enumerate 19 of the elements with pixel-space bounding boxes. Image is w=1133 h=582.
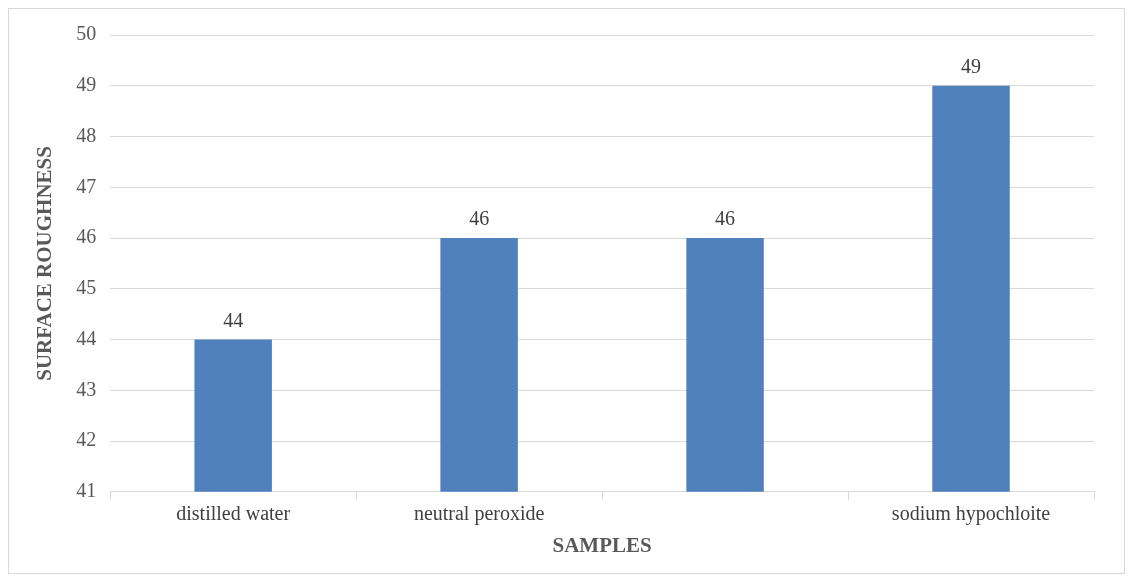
data-label: 46: [469, 207, 490, 230]
y-tick-label: 44: [76, 326, 97, 349]
data-label: 46: [715, 207, 736, 230]
data-label: 49: [961, 55, 982, 78]
y-tick-label: 48: [76, 123, 97, 146]
data-label: 44: [223, 308, 244, 331]
y-tick-label: 47: [76, 174, 97, 197]
y-tick-label: 49: [76, 73, 97, 96]
y-tick-label: 46: [76, 225, 97, 248]
y-axis-title: SURFACE ROUGHNESS: [32, 146, 57, 381]
y-tick-label: 50: [76, 22, 97, 45]
y-tick-label: 45: [76, 276, 97, 299]
y-tick-label: 42: [76, 428, 97, 451]
x-axis-title: SAMPLES: [552, 532, 652, 557]
x-tick-label: distilled water: [176, 502, 291, 525]
x-tick-label: neutral peroxide: [413, 502, 545, 526]
y-tick-label: 43: [76, 377, 97, 400]
x-tick-label: sodium hypochloite: [891, 502, 1051, 526]
y-tick-label: 41: [76, 479, 97, 502]
